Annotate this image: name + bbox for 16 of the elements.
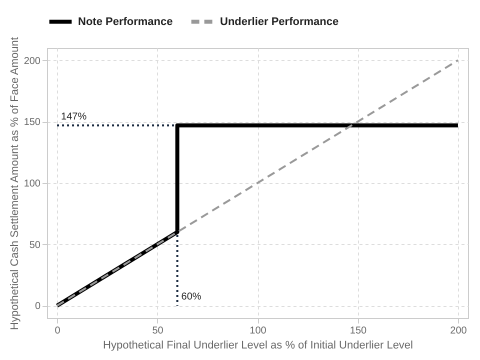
annotation: 147%	[61, 111, 87, 122]
y-tick-label: 150	[24, 117, 41, 128]
y-tick-label: 100	[24, 178, 41, 190]
legend-label: Note Performance	[78, 16, 173, 28]
y-tick-label: 0	[34, 301, 41, 312]
annotation: 60%	[181, 292, 202, 303]
x-tick-label: 0	[54, 326, 61, 336]
legend-label: Underlier Performance	[220, 16, 339, 28]
x-axis-title: Hypothetical Final Underlier Level as % of Initial Underlier Level	[103, 340, 413, 352]
x-tick-label: 150	[350, 326, 368, 336]
x-tick-label: 100	[250, 326, 267, 336]
x-tick-label: 50	[152, 326, 164, 336]
x-tick-label: 200	[450, 326, 468, 336]
y-tick-label: 50	[29, 240, 41, 251]
y-axis-title: Hypothetical Cash Settlement Amount as % of Face Amount	[8, 37, 21, 330]
y-tick-label: 200	[24, 56, 41, 67]
